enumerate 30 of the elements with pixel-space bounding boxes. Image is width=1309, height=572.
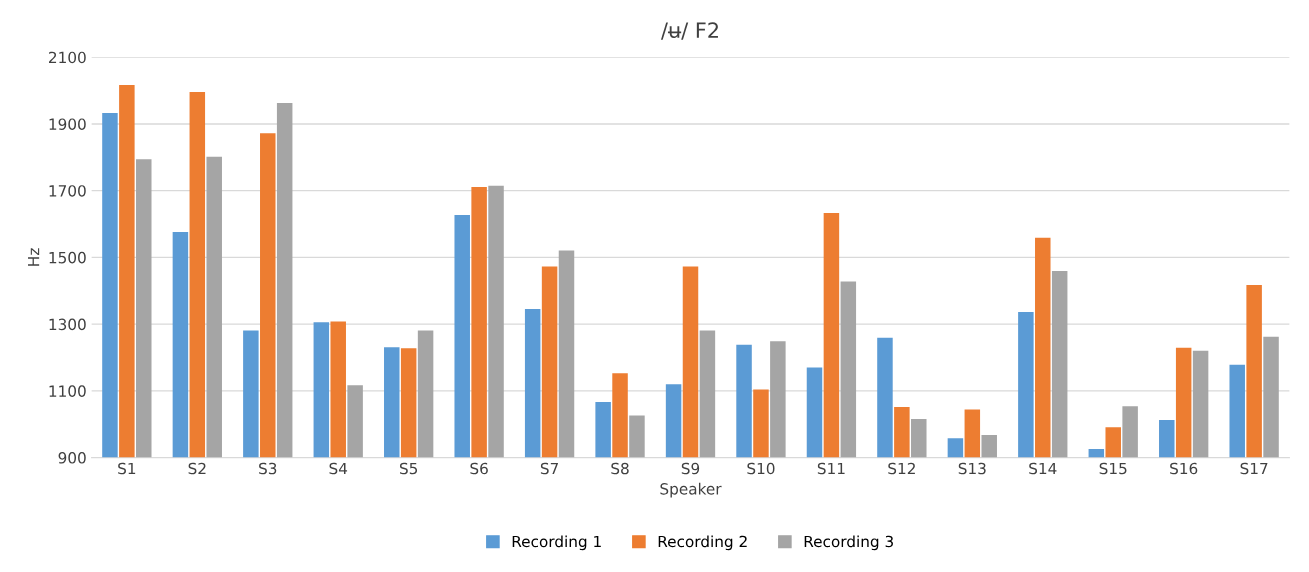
x-tick-label: S1 bbox=[118, 462, 136, 475]
y-tick-label: 1900 bbox=[49, 118, 86, 130]
y-tick-label: 900 bbox=[58, 452, 86, 464]
x-tick-label: S12 bbox=[888, 462, 915, 475]
x-tick-label: S4 bbox=[329, 462, 348, 475]
x-tick-label: S17 bbox=[1240, 462, 1268, 475]
x-tick-label: S3 bbox=[259, 462, 277, 475]
x-tick-label: S11 bbox=[817, 462, 845, 475]
y-tick-label: 1700 bbox=[49, 185, 86, 197]
x-tick-label: S14 bbox=[1029, 462, 1057, 475]
x-axis-title: Speaker bbox=[660, 482, 722, 498]
x-tick-label: S9 bbox=[681, 462, 700, 475]
legend-label: Recording 3 bbox=[804, 535, 893, 551]
y-tick-label: 1100 bbox=[49, 385, 86, 397]
x-tick-label: S13 bbox=[958, 462, 986, 475]
y-tick-label: 1500 bbox=[49, 251, 86, 264]
y-tick-label: 1300 bbox=[49, 318, 86, 331]
x-tick-label: S16 bbox=[1170, 462, 1198, 475]
x-tick-label: S8 bbox=[611, 462, 629, 475]
chart-title: /ʉ/ F2 bbox=[660, 22, 718, 40]
y-axis-title: Hz bbox=[28, 248, 40, 266]
legend-label: Recording 1 bbox=[512, 535, 601, 551]
legend-label: Recording 2 bbox=[658, 535, 747, 551]
x-tick-label: S7 bbox=[540, 462, 558, 475]
x-tick-label: S10 bbox=[747, 462, 775, 475]
x-tick-label: S2 bbox=[188, 462, 206, 475]
y-tick-label: 2100 bbox=[49, 51, 86, 64]
x-tick-label: S15 bbox=[1099, 462, 1127, 475]
x-tick-label: S5 bbox=[399, 462, 418, 475]
x-tick-label: S6 bbox=[470, 462, 488, 475]
